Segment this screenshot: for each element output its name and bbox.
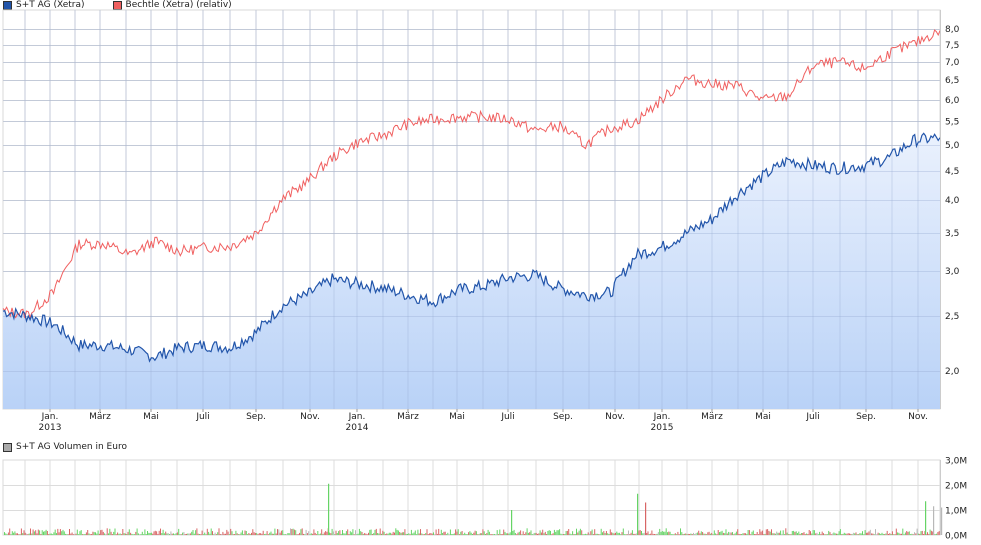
x-tick-label: Sep. [246, 412, 266, 422]
x-tick-label: Nov. [908, 412, 928, 422]
x-tick-year: 2013 [39, 423, 62, 433]
price-tick-label: 8,0 [945, 25, 960, 35]
legend-label-volume: S+T AG Volumen in Euro [16, 442, 127, 452]
volume-tick-label: 1,0M [945, 507, 967, 517]
price-tick-label: 2,5 [945, 312, 959, 322]
volume-tick-label: 3,0M [945, 457, 967, 467]
volume-spike-bar[interactable] [637, 493, 639, 535]
x-tick-label: Juli [805, 412, 819, 422]
volume-spike-bar[interactable] [925, 501, 927, 535]
price-y-axis: 8,0 7,5 7,0 6,5 6,0 5,5 5,0 4,5 4,0 3,5 3,0 2,5 2,0 [940, 10, 960, 409]
st-ag-price-line[interactable] [2, 132, 941, 363]
legend-swatch-volume [3, 443, 12, 452]
price-tick-label: 3,0 [945, 267, 960, 277]
volume-spike-bar[interactable] [645, 502, 647, 536]
x-tick-label: März [89, 412, 111, 422]
x-tick-year: 2015 [651, 423, 674, 433]
st-ag-area-fill [3, 133, 940, 410]
price-tick-label: 4,5 [945, 167, 959, 177]
bechtle-price-line[interactable] [2, 29, 941, 319]
x-tick-label: März [397, 412, 419, 422]
price-tick-label: 6,5 [945, 76, 959, 86]
price-tick-label: 7,0 [945, 58, 960, 68]
legend-item-volume[interactable]: S+T AG Volumen in Euro [3, 442, 127, 453]
volume-spike-bar[interactable] [511, 510, 513, 535]
x-tick-label: Jan. [348, 412, 366, 422]
volume-y-axis: 3,0M 2,0M 1,0M 0,0M [945, 457, 967, 542]
legend-label-bechtle: Bechtle (Xetra) (relativ) [125, 0, 232, 10]
volume-tick-label: 2,0M [945, 482, 967, 492]
x-tick-label: Nov. [605, 412, 625, 422]
x-tick-label: Jan. [41, 412, 59, 422]
price-tick-label: 4,0 [945, 196, 960, 206]
price-grid-overlay [3, 10, 940, 409]
x-tick-label: Juli [500, 412, 514, 422]
legend-label-st-ag: S+T AG (Xetra) [16, 0, 85, 10]
x-tick-label: Juli [195, 412, 209, 422]
x-tick-year: 2014 [346, 423, 369, 433]
volume-spike-bar[interactable] [941, 507, 943, 536]
volume-grid [2, 459, 941, 536]
x-tick-label: März [701, 412, 723, 422]
x-tick-label: Mai [755, 412, 771, 422]
price-tick-label: 3,5 [945, 229, 959, 239]
x-tick-label: Mai [143, 412, 159, 422]
price-tick-label: 6,0 [945, 96, 960, 106]
price-tick-label: 2,0 [945, 367, 960, 377]
price-tick-label: 7,5 [945, 41, 959, 51]
volume-bars[interactable] [4, 460, 943, 536]
volume-legend: S+T AG Volumen in Euro [3, 442, 151, 453]
price-tick-label: 5,0 [945, 141, 960, 151]
x-tick-label: Sep. [553, 412, 573, 422]
volume-spike-bar[interactable] [328, 483, 330, 535]
x-tick-label: Sep. [856, 412, 876, 422]
volume-tick-label: 0,0M [945, 532, 967, 542]
x-tick-label: Mai [449, 412, 465, 422]
x-tick-label: Jan. [653, 412, 671, 422]
price-tick-label: 5,5 [945, 117, 959, 127]
volume-spike-bar[interactable] [933, 506, 935, 535]
x-tick-label: Nov. [300, 412, 320, 422]
